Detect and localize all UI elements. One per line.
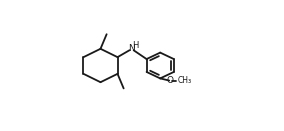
Text: O: O: [167, 76, 174, 85]
Text: N: N: [128, 44, 135, 53]
Text: CH₃: CH₃: [178, 76, 192, 85]
Text: H: H: [132, 41, 139, 50]
